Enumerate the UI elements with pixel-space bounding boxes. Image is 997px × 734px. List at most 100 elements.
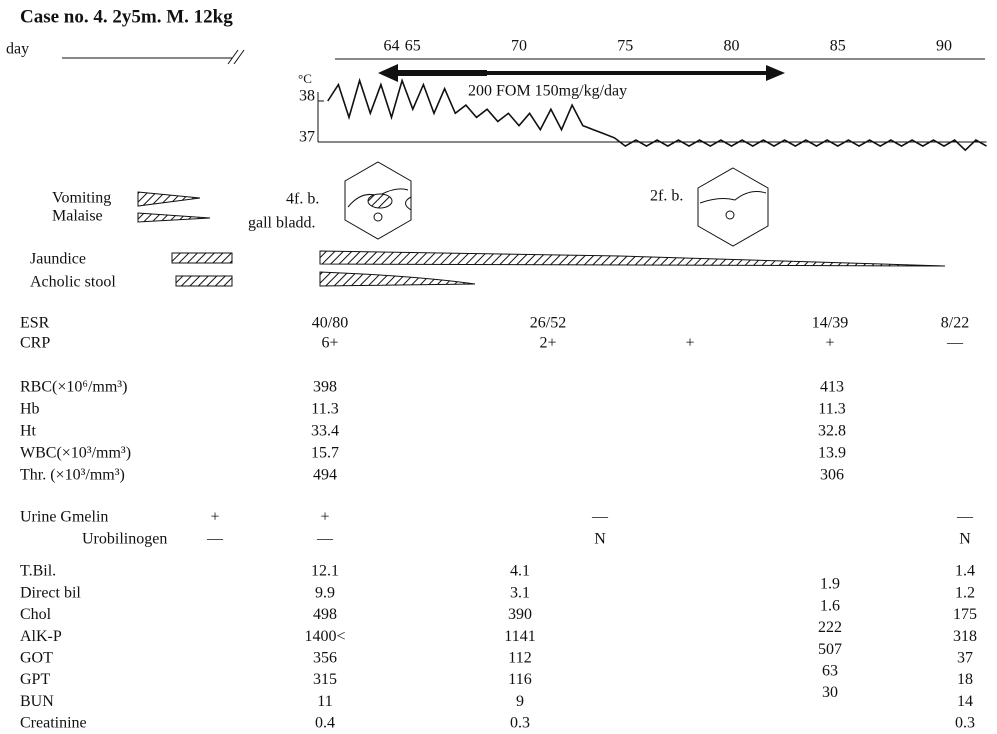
row-label: ESR — [20, 315, 50, 332]
y-tick-label: 38 — [299, 88, 315, 105]
jaundice-bar — [320, 251, 945, 266]
cell-value: 1.6 — [820, 597, 840, 614]
cell-value: N — [959, 531, 971, 548]
day-label: day — [6, 41, 29, 58]
scan-label: 4f. b. — [286, 191, 319, 208]
treatment-label: 200 FOM 150mg/kg/day — [468, 83, 627, 100]
cell-value: + — [825, 335, 834, 352]
cell-value: 33.4 — [311, 423, 339, 440]
row-label: BUN — [20, 693, 54, 710]
cell-value: 116 — [508, 671, 531, 688]
scan-label: 2f. b. — [650, 188, 683, 205]
row-label: Creatinine — [20, 715, 87, 732]
x-tick-label: 80 — [724, 38, 740, 55]
row-label: Urine Gmelin — [20, 509, 108, 526]
symptom-label: Jaundice — [30, 251, 86, 268]
cell-value: 9.9 — [315, 584, 335, 601]
cell-value: 398 — [313, 379, 337, 396]
scan-outline — [406, 197, 412, 210]
x-tick-label: 64 — [384, 38, 400, 55]
x-tick-label: 70 — [511, 38, 527, 55]
cell-value: 222 — [818, 619, 842, 636]
cell-value: 14 — [957, 693, 973, 710]
scan-hexagon — [698, 168, 768, 246]
cell-value: — — [591, 509, 609, 526]
cell-value: 8/22 — [941, 315, 969, 332]
cell-value: 390 — [508, 606, 532, 623]
cell-value: 40/80 — [312, 315, 348, 332]
symptom-bar — [138, 213, 210, 222]
row-label: CRP — [20, 335, 50, 352]
row-label: AlK-P — [20, 628, 62, 645]
cell-value: — — [946, 335, 964, 352]
scan-outline — [700, 192, 766, 203]
symptom-label: Malaise — [52, 208, 103, 225]
row-label: Chol — [20, 606, 52, 623]
gall-bladder — [368, 194, 392, 208]
cell-value: 30 — [822, 684, 838, 701]
temperature-line — [328, 81, 987, 151]
symptom-label: Acholic stool — [30, 274, 116, 291]
x-tick-label: 65 — [405, 38, 421, 55]
cell-value: 315 — [313, 671, 337, 688]
cell-value: 0.4 — [315, 715, 335, 732]
y-tick-label: 37 — [299, 129, 315, 146]
cell-value: 112 — [508, 649, 531, 666]
cell-value: + — [685, 335, 694, 352]
cell-value: 356 — [313, 649, 337, 666]
cell-value: 3.1 — [510, 584, 530, 601]
row-label: Hb — [20, 401, 40, 418]
row-label: Ht — [20, 423, 37, 440]
cell-value: 1400< — [304, 628, 345, 645]
cell-value: 0.3 — [510, 715, 530, 732]
cell-value: 15.7 — [311, 445, 339, 462]
row-label: RBC(×10⁶/mm³) — [20, 379, 127, 396]
cell-value: N — [594, 531, 606, 548]
cell-value: 0.3 — [955, 715, 975, 732]
cell-value: 306 — [820, 467, 844, 484]
row-label: Direct bil — [20, 584, 81, 601]
cell-value: 37 — [957, 649, 973, 666]
cell-value: 11.3 — [818, 401, 845, 418]
cell-value: 2+ — [539, 335, 556, 352]
cell-value: 63 — [822, 662, 838, 679]
x-tick-label: 85 — [830, 38, 846, 55]
cell-value: 26/52 — [530, 315, 566, 332]
cell-value: 1141 — [504, 628, 535, 645]
page: Case no. 4. 2y5m. M. 12kg day 200 FOM 15… — [0, 0, 997, 734]
cell-value: 175 — [953, 606, 977, 623]
cell-value: 498 — [313, 606, 337, 623]
x-tick-label: 90 — [936, 38, 952, 55]
row-label: T.Bil. — [20, 563, 56, 580]
title: Case no. 4. 2y5m. M. 12kg — [20, 6, 233, 27]
cell-value: 318 — [953, 628, 977, 645]
cell-value: + — [320, 509, 329, 526]
symptom-bar — [176, 276, 232, 286]
cell-value: 1.9 — [820, 576, 840, 593]
cell-value: + — [210, 509, 219, 526]
cell-value: 6+ — [321, 335, 338, 352]
row-label: Thr. (×10³/mm³) — [20, 467, 125, 484]
cell-value: — — [956, 509, 974, 526]
y-unit: °C — [298, 71, 312, 86]
row-label: GOT — [20, 649, 53, 666]
row-label: Urobilinogen — [82, 531, 167, 548]
cell-value: 1.4 — [955, 563, 975, 580]
cell-value: 13.9 — [818, 445, 846, 462]
cell-value: 9 — [516, 693, 524, 710]
cell-value: 413 — [820, 379, 844, 396]
acholic-bar — [320, 272, 475, 286]
treatment-arrow — [378, 64, 785, 82]
cell-value: 12.1 — [311, 563, 339, 580]
cell-value: 494 — [313, 467, 337, 484]
symptom-bar — [172, 253, 232, 263]
row-label: GPT — [20, 671, 50, 688]
cell-value: 507 — [818, 641, 842, 658]
cell-value: 11 — [317, 693, 332, 710]
cell-value: 18 — [957, 671, 973, 688]
scan-dot — [726, 211, 734, 219]
row-label: WBC(×10³/mm³) — [20, 445, 131, 462]
cell-value: 14/39 — [812, 315, 848, 332]
scan-note: gall bladd. — [248, 215, 316, 232]
cell-value: — — [316, 531, 334, 548]
